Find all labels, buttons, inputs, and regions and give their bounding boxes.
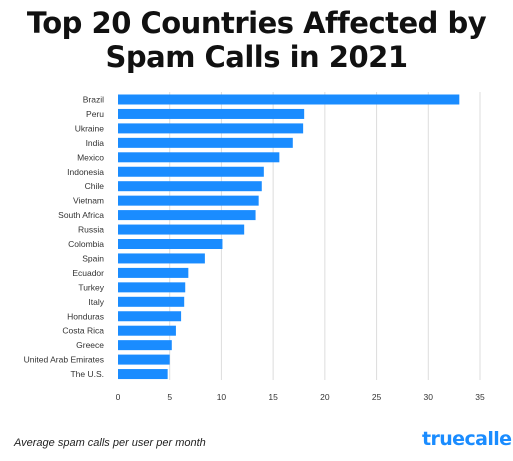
- bar: [118, 152, 280, 163]
- x-tick-label: 0: [116, 392, 121, 402]
- bar: [118, 311, 182, 322]
- category-label: Indonesia: [67, 167, 104, 177]
- x-axis-caption: Average spam calls per user per month: [14, 437, 206, 449]
- chart-title-line-2: Spam Calls in 2021: [105, 40, 408, 74]
- bar: [118, 108, 305, 119]
- category-label: Chile: [85, 181, 105, 191]
- truecaller-logo: truecaller: [422, 428, 513, 450]
- bar: [118, 354, 170, 365]
- bar: [118, 224, 245, 235]
- bar: [118, 282, 186, 293]
- bar: [118, 195, 259, 206]
- category-label: Costa Rica: [62, 326, 104, 336]
- bar: [118, 325, 176, 336]
- x-tick-label: 20: [320, 392, 330, 402]
- x-tick-label: 15: [268, 392, 278, 402]
- x-tick-label: 5: [167, 392, 172, 402]
- category-label: United Arab Emirates: [24, 355, 104, 365]
- category-label: Colombia: [68, 239, 104, 249]
- category-label: The U.S.: [70, 369, 104, 379]
- category-label: Spain: [82, 253, 104, 263]
- bar: [118, 94, 460, 105]
- bar: [118, 123, 304, 134]
- category-label: Honduras: [67, 311, 104, 321]
- category-label: Brazil: [83, 95, 104, 105]
- category-label: Ukraine: [75, 123, 105, 133]
- chart-title-line-1: Top 20 Countries Affected by: [26, 6, 487, 40]
- category-label: South Africa: [58, 210, 104, 220]
- category-label: Russia: [78, 225, 104, 235]
- chart-title: Top 20 Countries Affected by Spam Calls …: [0, 6, 513, 74]
- x-tick-label: 35: [475, 392, 485, 402]
- bar: [118, 253, 205, 264]
- x-tick-label: 25: [372, 392, 382, 402]
- x-tick-label: 10: [217, 392, 227, 402]
- category-label: Mexico: [77, 152, 104, 162]
- bar: [118, 210, 256, 221]
- category-label: Peru: [86, 109, 104, 119]
- bar: [118, 296, 185, 307]
- category-label: Greece: [76, 340, 104, 350]
- bar: [118, 239, 223, 249]
- bar: [118, 181, 262, 192]
- category-label: India: [86, 138, 105, 148]
- category-label: Vietnam: [73, 196, 104, 206]
- bar: [118, 137, 293, 148]
- bar: [118, 166, 264, 177]
- category-label: Ecuador: [72, 268, 104, 278]
- category-label: Italy: [88, 297, 104, 307]
- bar: [118, 369, 168, 380]
- x-tick-label: 30: [424, 392, 434, 402]
- category-label: Turkey: [78, 282, 104, 292]
- bar: [118, 340, 172, 351]
- bar: [118, 267, 189, 278]
